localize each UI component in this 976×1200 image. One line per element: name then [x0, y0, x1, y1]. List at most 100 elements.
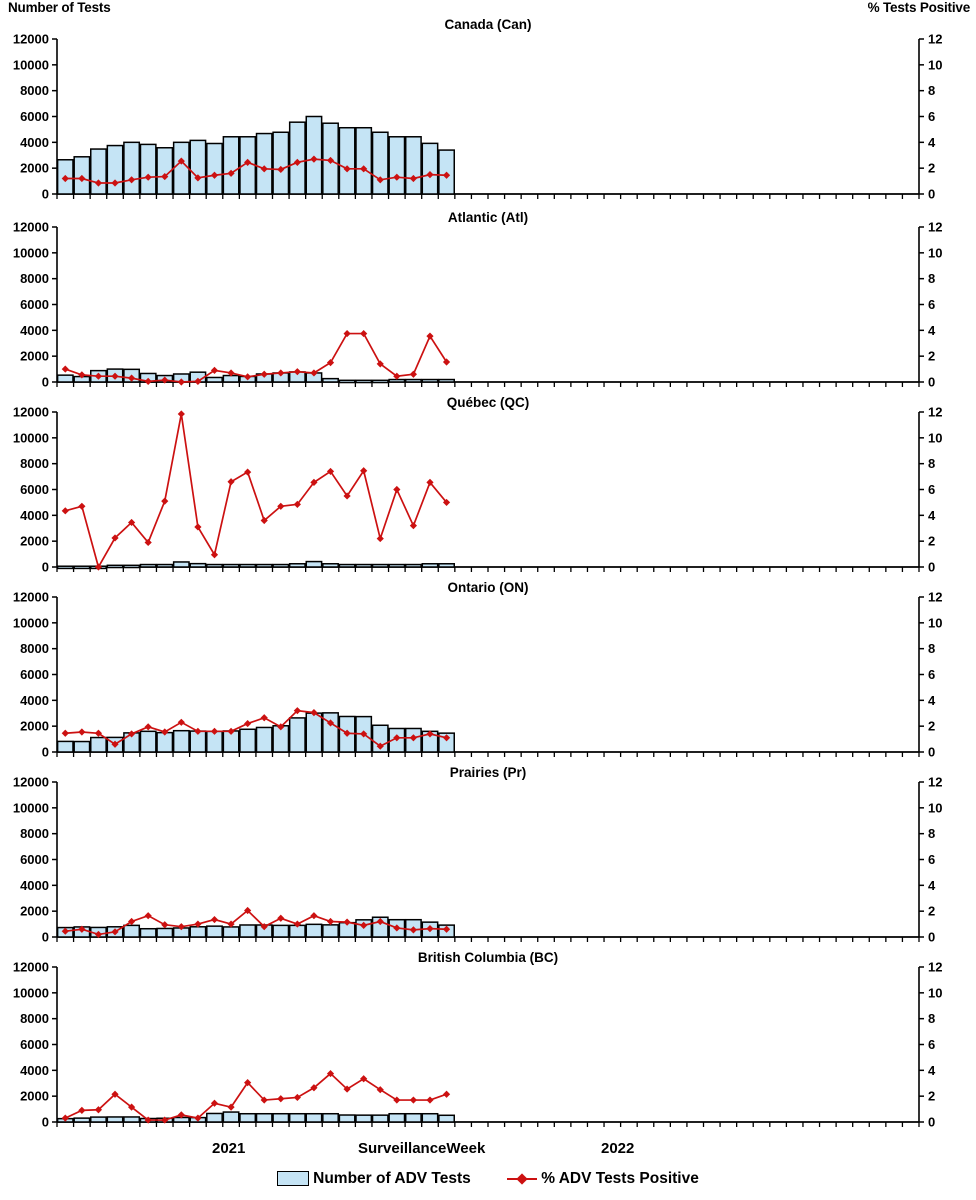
svg-text:10000: 10000	[13, 985, 49, 1000]
data-marker	[310, 1084, 318, 1092]
svg-text:6: 6	[928, 1037, 935, 1052]
chart-panel-ontario: Ontario (ON) 0 2000 4000 6000 8000 10000 12000 0…	[0, 570, 976, 760]
svg-text:8000: 8000	[20, 826, 49, 841]
data-marker	[360, 329, 368, 338]
bar	[189, 926, 207, 938]
legend-label-bars: Number of ADV Tests	[313, 1170, 471, 1187]
bar	[206, 925, 223, 938]
svg-text:6: 6	[928, 109, 935, 124]
right-axis-title: % Tests Positive	[867, 0, 971, 15]
bar	[305, 923, 323, 938]
bar	[239, 924, 257, 938]
svg-text:2000: 2000	[20, 534, 49, 549]
data-marker	[343, 918, 351, 926]
data-marker	[194, 523, 202, 531]
data-marker	[111, 372, 119, 380]
chart-panel-prairies: Prairies (Pr) 0 2000 4000 6000 8000 10000 12000…	[0, 755, 976, 945]
positivity-line	[65, 709, 447, 748]
bar	[222, 136, 240, 195]
bar	[404, 563, 422, 568]
bar	[404, 1112, 422, 1123]
chart-panel-canada: Number of Tests % Tests Positive Canada …	[0, 0, 976, 202]
svg-text:10: 10	[928, 800, 942, 815]
bar	[206, 1112, 223, 1123]
data-marker	[293, 368, 301, 376]
bar	[222, 1111, 240, 1123]
data-marker	[442, 925, 451, 933]
bar	[156, 927, 174, 938]
data-marker	[393, 372, 401, 380]
svg-text:8000: 8000	[20, 83, 49, 98]
data-marker	[161, 376, 169, 384]
bar	[305, 115, 323, 195]
data-marker	[343, 165, 351, 173]
bar	[438, 378, 455, 383]
bar	[90, 1116, 107, 1123]
bar	[355, 126, 373, 195]
svg-text:4: 4	[928, 693, 936, 708]
data-marker	[94, 372, 103, 380]
bar	[305, 560, 323, 568]
bar	[421, 378, 439, 383]
data-marker	[260, 1096, 268, 1104]
data-marker	[360, 1075, 368, 1083]
svg-text:6000: 6000	[20, 482, 49, 497]
data-marker	[78, 502, 86, 510]
data-marker	[277, 914, 285, 922]
svg-text:4000: 4000	[20, 508, 49, 523]
bar	[255, 1112, 273, 1123]
data-marker	[376, 534, 384, 543]
data-marker	[127, 1103, 136, 1111]
data-marker	[144, 912, 152, 920]
svg-text:12: 12	[928, 590, 942, 605]
data-marker	[244, 1079, 252, 1087]
bar	[305, 1112, 323, 1123]
svg-text:6000: 6000	[20, 667, 49, 682]
data-marker	[177, 410, 185, 418]
bar	[123, 924, 141, 938]
svg-text:8: 8	[928, 271, 935, 286]
data-marker	[244, 158, 252, 166]
bar	[222, 926, 240, 938]
bar	[404, 136, 422, 195]
bar	[172, 141, 190, 195]
bar	[338, 1114, 356, 1123]
bar	[123, 141, 141, 195]
data-marker	[78, 174, 86, 183]
bar	[272, 131, 290, 195]
bar	[371, 563, 389, 568]
svg-text:10: 10	[928, 615, 942, 630]
bar	[123, 1116, 141, 1123]
data-marker	[343, 329, 351, 338]
svg-text:10: 10	[928, 57, 942, 72]
data-marker	[127, 917, 136, 926]
svg-text:12000: 12000	[13, 220, 49, 235]
bar	[371, 131, 389, 195]
data-marker	[210, 551, 219, 559]
svg-text:10000: 10000	[13, 615, 49, 630]
svg-text:8: 8	[928, 1011, 935, 1026]
svg-text:0: 0	[42, 745, 49, 760]
bar	[438, 563, 455, 568]
svg-text:6000: 6000	[20, 1037, 49, 1052]
data-marker	[78, 925, 86, 933]
plot-ontario: 0200040006000800010000120000246810123537…	[13, 590, 943, 760]
svg-text:0: 0	[42, 1115, 49, 1130]
positivity-line	[65, 909, 447, 936]
data-marker	[177, 378, 185, 386]
footer-year-row: 2021 SurveillanceWeek 2022	[0, 1140, 976, 1166]
data-marker	[442, 1090, 451, 1098]
svg-text:12: 12	[928, 405, 942, 420]
svg-text:2000: 2000	[20, 719, 49, 734]
data-marker	[260, 714, 268, 722]
bar	[338, 126, 356, 195]
svg-text:6000: 6000	[20, 109, 49, 124]
plot-quebec: 0200040006000800010000120000246810123537…	[13, 405, 943, 575]
svg-text:10000: 10000	[13, 800, 49, 815]
bar	[338, 563, 356, 568]
data-marker	[161, 497, 169, 505]
svg-text:0: 0	[42, 375, 49, 390]
svg-text:0: 0	[928, 375, 935, 390]
data-marker	[161, 921, 169, 929]
svg-text:4: 4	[928, 323, 936, 338]
